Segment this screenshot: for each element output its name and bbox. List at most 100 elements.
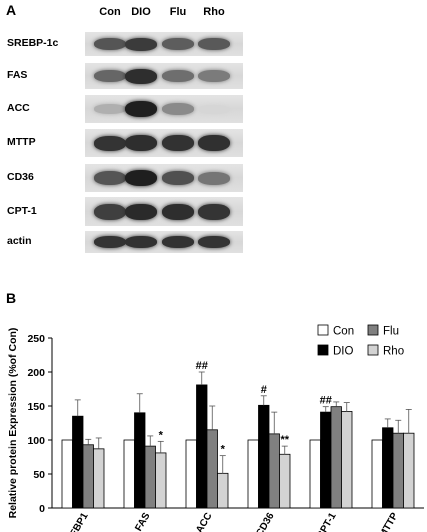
significance-marker: ## — [196, 360, 208, 372]
blot-band — [162, 103, 194, 115]
blot-row-label: SREBP-1c — [7, 37, 59, 49]
bar — [185, 439, 197, 509]
panel-b-letter: B — [6, 290, 17, 306]
legend-swatch — [317, 324, 329, 336]
significance-marker: * — [221, 444, 226, 456]
x-tick-label: CPT-1 — [315, 511, 339, 532]
x-tick-label: CD36 — [254, 511, 277, 532]
blot-band — [162, 135, 194, 151]
blot-band — [94, 104, 126, 114]
bar — [61, 439, 73, 509]
bar — [341, 411, 353, 509]
blot-band — [198, 105, 230, 114]
blot-row-label: CPT-1 — [7, 204, 37, 217]
bar — [155, 452, 167, 509]
blot-strip — [85, 95, 243, 123]
lane-label-con: Con — [99, 6, 121, 18]
bar — [309, 439, 321, 509]
legend-swatch — [317, 344, 329, 356]
blot-row-label: CD36 — [7, 171, 34, 183]
blot-band — [198, 135, 230, 151]
significance-marker: # — [261, 384, 267, 396]
blot-band — [125, 101, 157, 117]
blot-band — [162, 204, 194, 220]
blot-band — [125, 170, 157, 186]
blot-strip — [85, 164, 243, 192]
y-axis-label: Relative protein Expression (%of Con) — [7, 328, 19, 519]
blot-strip — [85, 63, 243, 89]
y-tick-label: 50 — [33, 469, 45, 481]
lane-label-dio: DIO — [131, 6, 151, 18]
x-tick-label: ACC — [194, 511, 214, 532]
legend-swatch — [367, 344, 379, 356]
blot-band — [94, 204, 126, 220]
lane-label-rho: Rho — [203, 6, 225, 18]
bar — [82, 444, 94, 509]
blot-band — [94, 136, 126, 151]
bar — [258, 404, 270, 509]
blot-band — [125, 69, 157, 84]
bar — [93, 448, 105, 509]
blot-band — [198, 70, 230, 82]
blot-band — [125, 236, 157, 248]
bar — [382, 427, 394, 509]
legend-label: Flu — [383, 326, 399, 338]
significance-marker: * — [159, 429, 164, 441]
y-tick-label: 100 — [27, 435, 45, 447]
y-tick-label: 200 — [27, 367, 45, 379]
bar — [247, 439, 259, 509]
blot-strip — [85, 231, 243, 253]
blot-band — [162, 70, 194, 82]
bar — [403, 432, 415, 509]
bar — [268, 433, 280, 509]
legend-label: Con — [333, 326, 354, 338]
blot-band — [198, 236, 230, 248]
blot-strip — [85, 129, 243, 157]
blot-row-label: ACC — [7, 102, 30, 114]
lane-label-flu: Flu — [169, 6, 187, 18]
blot-band — [162, 171, 194, 185]
bar — [196, 384, 208, 509]
blot-band — [94, 70, 126, 82]
blot-strip — [85, 32, 243, 56]
panel-a-letter: A — [6, 2, 17, 18]
blot-band — [162, 38, 194, 50]
blot-band — [125, 135, 157, 151]
bar — [330, 406, 342, 509]
x-tick-label: MTTP — [377, 511, 400, 532]
bar — [206, 429, 218, 509]
bar — [371, 439, 383, 509]
blot-band — [198, 172, 230, 185]
x-tick-label: SREBP1 — [61, 511, 91, 532]
legend-swatch — [367, 324, 379, 336]
x-tick-label: FAS — [133, 511, 152, 532]
blot-band — [94, 171, 126, 185]
bar — [279, 453, 291, 509]
legend-label: DIO — [333, 346, 354, 358]
blot-band — [94, 38, 126, 50]
bar — [123, 439, 135, 509]
blot-band — [198, 204, 230, 220]
y-tick-label: 150 — [27, 401, 45, 413]
blot-band — [198, 38, 230, 50]
blot-band — [125, 38, 157, 51]
significance-marker: ** — [280, 434, 289, 446]
bar — [217, 472, 229, 509]
bar — [72, 415, 84, 509]
y-tick-label: 250 — [27, 333, 45, 345]
blot-row-label: MTTP — [7, 136, 36, 148]
y-tick-label: 0 — [39, 503, 45, 515]
significance-marker: ## — [320, 395, 332, 407]
blot-band — [162, 236, 194, 248]
bar — [320, 411, 332, 509]
blot-strip — [85, 197, 243, 226]
blot-row-label: actin — [7, 235, 32, 247]
blot-row-label: FAS — [7, 69, 28, 81]
bar — [134, 412, 146, 509]
blot-band — [94, 236, 126, 248]
blot-band — [125, 204, 157, 220]
bar — [392, 432, 404, 509]
bar — [144, 445, 156, 509]
legend-label: Rho — [383, 346, 404, 358]
